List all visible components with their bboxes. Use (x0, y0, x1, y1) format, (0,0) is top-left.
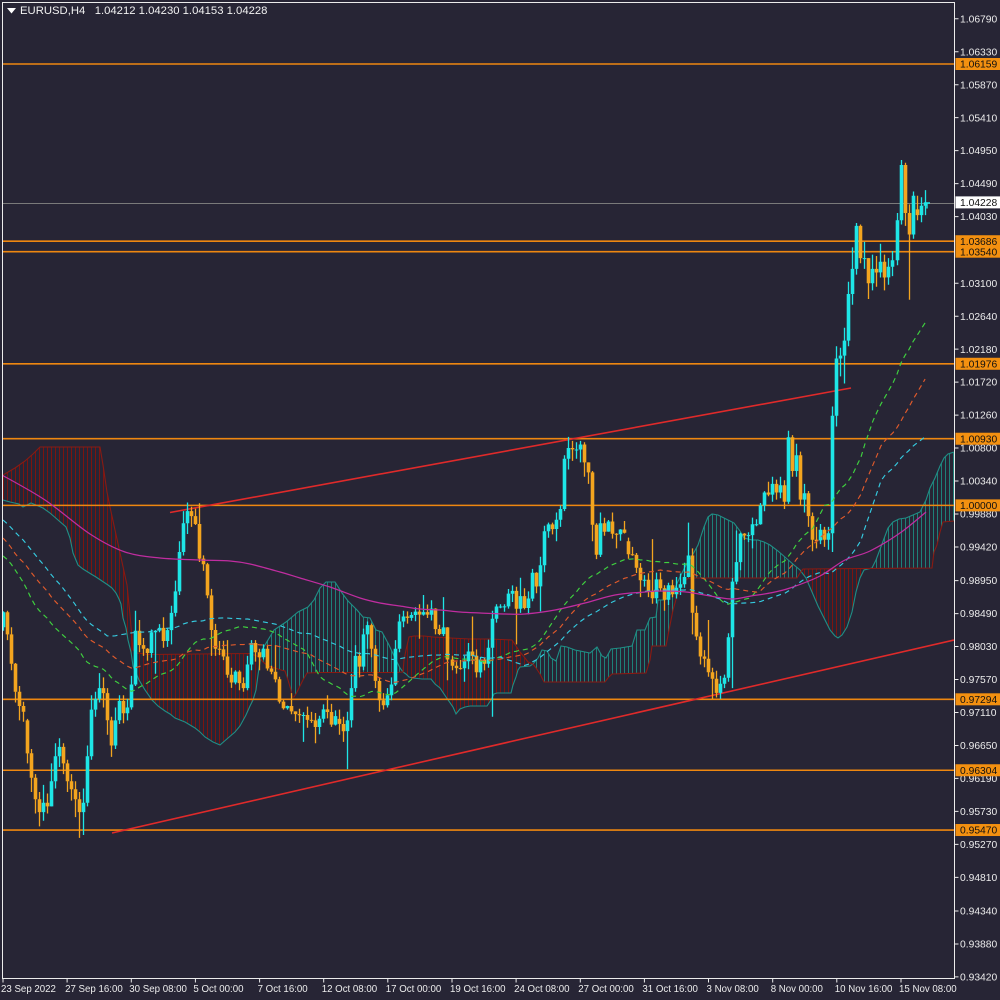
svg-text:1.00000: 1.00000 (960, 501, 997, 512)
svg-text:0.96190: 0.96190 (960, 774, 997, 785)
svg-text:0.99880: 0.99880 (960, 510, 997, 521)
svg-text:0.95270: 0.95270 (960, 840, 997, 851)
svg-text:1.06790: 1.06790 (960, 14, 997, 25)
svg-text:7 Oct 16:00: 7 Oct 16:00 (258, 984, 309, 995)
svg-text:0.99420: 0.99420 (960, 543, 997, 554)
svg-text:0.97570: 0.97570 (960, 675, 997, 686)
svg-text:0.94810: 0.94810 (960, 873, 997, 884)
svg-text:0.95730: 0.95730 (960, 807, 997, 818)
svg-text:5 Oct 00:00: 5 Oct 00:00 (193, 984, 244, 995)
svg-text:1.02180: 1.02180 (960, 345, 997, 356)
svg-text:1.06330: 1.06330 (960, 47, 997, 58)
svg-text:0.96304: 0.96304 (960, 766, 997, 777)
svg-text:0.98030: 0.98030 (960, 642, 997, 653)
svg-text:1.00930: 1.00930 (960, 434, 997, 445)
svg-text:24 Oct 08:00: 24 Oct 08:00 (514, 984, 570, 995)
svg-text:0.94340: 0.94340 (960, 907, 997, 918)
svg-text:23 Sep 2022: 23 Sep 2022 (1, 984, 56, 995)
svg-text:1.01720: 1.01720 (960, 378, 997, 389)
svg-text:1.03686: 1.03686 (960, 237, 997, 248)
svg-text:0.93880: 0.93880 (960, 940, 997, 951)
svg-text:1.04490: 1.04490 (960, 179, 997, 190)
svg-text:17 Oct 00:00: 17 Oct 00:00 (386, 984, 442, 995)
svg-text:1.03100: 1.03100 (960, 279, 997, 290)
svg-text:19 Oct 16:00: 19 Oct 16:00 (450, 984, 506, 995)
svg-text:1.00340: 1.00340 (960, 477, 997, 488)
svg-text:0.98950: 0.98950 (960, 576, 997, 587)
svg-text:8 Nov 00:00: 8 Nov 00:00 (771, 984, 824, 995)
svg-text:30 Sep 08:00: 30 Sep 08:00 (129, 984, 187, 995)
svg-text:1.04228: 1.04228 (960, 198, 997, 209)
svg-text:15 Nov 08:00: 15 Nov 08:00 (899, 984, 957, 995)
svg-text:1.04030: 1.04030 (960, 212, 997, 223)
svg-text:10 Nov 16:00: 10 Nov 16:00 (835, 984, 893, 995)
svg-text:3 Nov 08:00: 3 Nov 08:00 (707, 984, 760, 995)
svg-text:12 Oct 08:00: 12 Oct 08:00 (322, 984, 378, 995)
svg-text:0.97110: 0.97110 (960, 708, 997, 719)
svg-text:1.00800: 1.00800 (960, 444, 997, 455)
svg-text:27 Oct 00:00: 27 Oct 00:00 (578, 984, 634, 995)
svg-text:0.97294: 0.97294 (960, 695, 997, 706)
svg-text:31 Oct 16:00: 31 Oct 16:00 (642, 984, 698, 995)
svg-text:1.05410: 1.05410 (960, 113, 997, 124)
svg-text:1.03540: 1.03540 (960, 247, 997, 258)
svg-text:0.93420: 0.93420 (960, 973, 997, 984)
svg-text:1.02640: 1.02640 (960, 312, 997, 323)
svg-text:27 Sep 16:00: 27 Sep 16:00 (65, 984, 123, 995)
svg-text:1.01260: 1.01260 (960, 411, 997, 422)
svg-text:0.95470: 0.95470 (960, 826, 997, 837)
svg-text:1.04950: 1.04950 (960, 146, 997, 157)
svg-text:1.05870: 1.05870 (960, 80, 997, 91)
svg-text:EURUSD,H4 1.04212 1.04230 1.: EURUSD,H4 1.04212 1.04230 1.04153 1.0422… (20, 5, 267, 17)
svg-text:1.01976: 1.01976 (960, 359, 997, 370)
svg-text:0.98490: 0.98490 (960, 609, 997, 620)
svg-text:0.96650: 0.96650 (960, 741, 997, 752)
svg-text:1.06159: 1.06159 (960, 60, 997, 71)
